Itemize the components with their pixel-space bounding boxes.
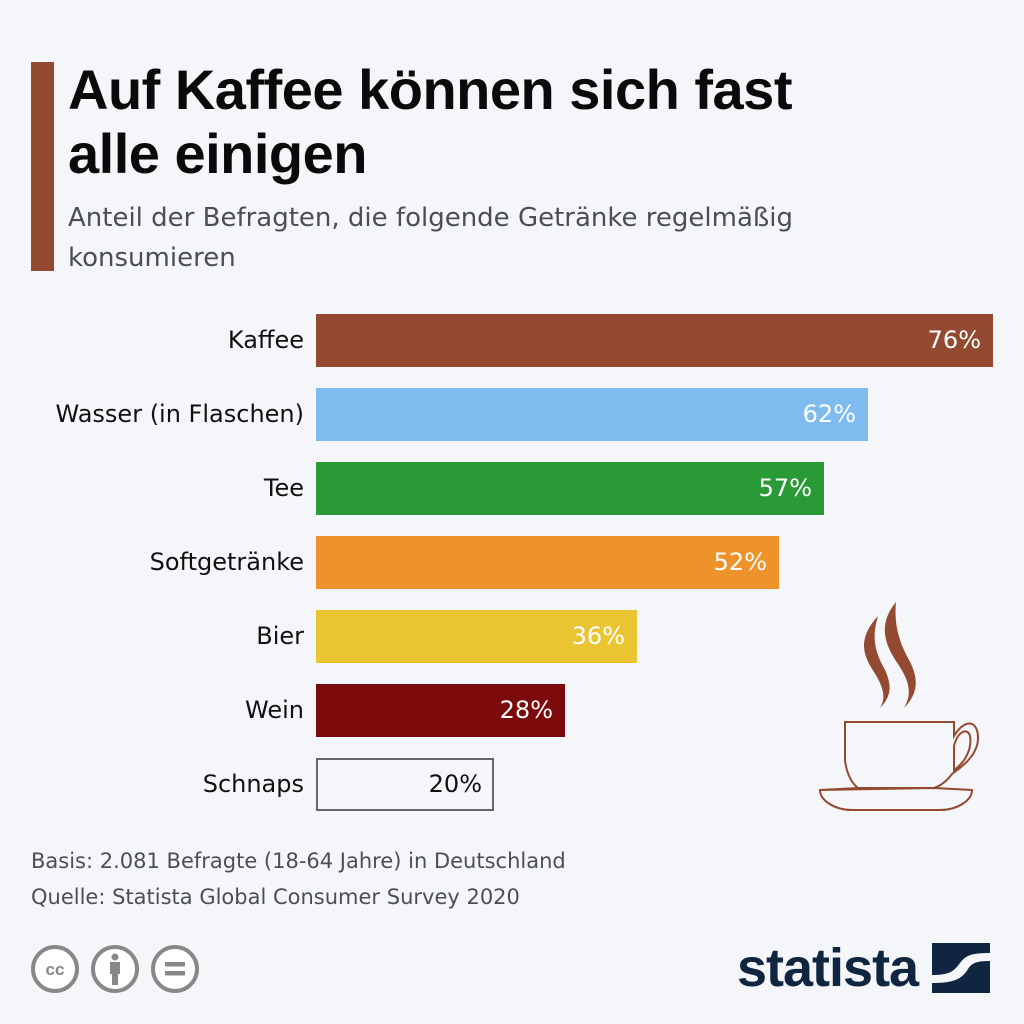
category-label: Softgetränke bbox=[149, 548, 304, 576]
license-icons: cc bbox=[30, 944, 200, 994]
bar: 62% bbox=[316, 388, 868, 441]
bar: 36% bbox=[316, 610, 637, 663]
statista-logo[interactable]: statista bbox=[737, 938, 991, 998]
value-label: 52% bbox=[713, 548, 767, 576]
bar: 28% bbox=[316, 684, 565, 737]
bar: 20% bbox=[316, 758, 494, 811]
cup-body bbox=[844, 721, 980, 789]
steam-right bbox=[884, 602, 916, 708]
category-label: Tee bbox=[263, 474, 304, 502]
value-label: 57% bbox=[758, 474, 812, 502]
value-label: 36% bbox=[571, 622, 625, 650]
value-label: 62% bbox=[802, 400, 856, 428]
bar: 52% bbox=[316, 536, 779, 589]
svg-text:cc: cc bbox=[46, 960, 65, 979]
bar-chart: Kaffee 76% Wasser (in Flaschen) 62% Tee 57% So… bbox=[0, 300, 1024, 830]
basis-note: Basis: 2.081 Befragte (18-64 Jahre) in D… bbox=[31, 849, 566, 873]
chart-subtitle: Anteil der Befragten, die folgende Geträ… bbox=[68, 203, 793, 273]
chart-title: Auf Kaffee können sich fast alle einigen bbox=[68, 58, 792, 185]
category-label: Schnaps bbox=[202, 770, 304, 798]
category-label: Wasser (in Flaschen) bbox=[55, 400, 304, 428]
saucer bbox=[818, 786, 974, 811]
bar: 76% bbox=[316, 314, 993, 367]
category-label: Wein bbox=[245, 696, 304, 724]
value-label: 28% bbox=[499, 696, 553, 724]
statista-logo-mark-icon bbox=[932, 943, 991, 993]
creative-commons-icon[interactable]: cc bbox=[30, 944, 80, 994]
category-label: Kaffee bbox=[227, 326, 304, 354]
attribution-icon[interactable] bbox=[90, 944, 140, 994]
source-note: Quelle: Statista Global Consumer Survey … bbox=[31, 885, 520, 909]
logo-text: statista bbox=[737, 938, 919, 998]
coffee-cup-icon bbox=[818, 602, 980, 811]
value-label: 76% bbox=[927, 326, 981, 354]
bar: 57% bbox=[316, 462, 824, 515]
steam-left bbox=[864, 616, 890, 708]
value-label: 20% bbox=[428, 770, 482, 798]
footer-notes: Basis: 2.081 Befragte (18-64 Jahre) in D… bbox=[31, 843, 566, 915]
category-label: Bier bbox=[256, 622, 304, 650]
no-derivatives-icon[interactable] bbox=[150, 944, 200, 994]
title-accent-bar bbox=[31, 62, 54, 271]
